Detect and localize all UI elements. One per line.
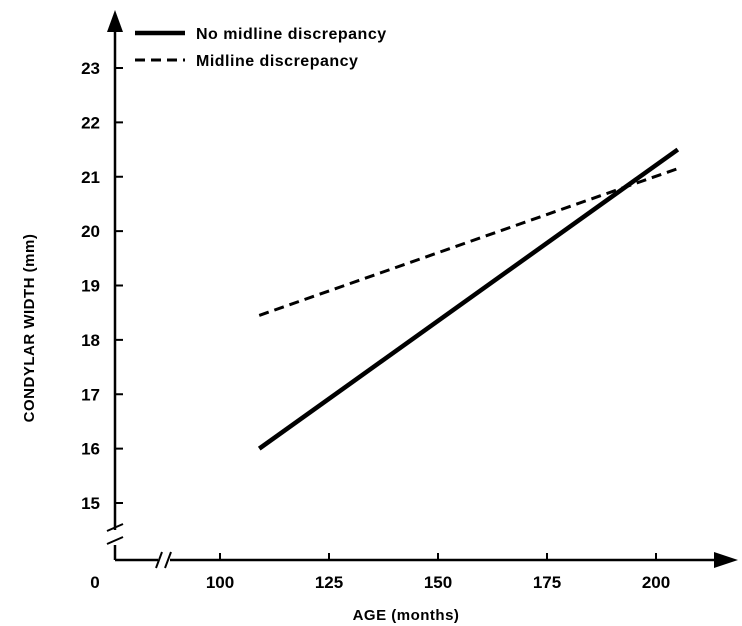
y-tick-label: 15 — [81, 494, 100, 513]
x-tick-label: 100 — [206, 573, 234, 592]
x-axis — [115, 551, 738, 569]
x-tick-label: 175 — [533, 573, 561, 592]
x-tick-label: 150 — [424, 573, 452, 592]
y-axis — [106, 10, 124, 560]
y-tick-label: 22 — [81, 113, 100, 132]
y-tick-label: 17 — [81, 385, 100, 404]
x-tick-label: 0 — [90, 573, 99, 592]
x-axis-title: AGE (months) — [353, 607, 460, 624]
y-axis-break — [106, 523, 124, 545]
x-tick-label: 200 — [642, 573, 670, 592]
y-tick-label: 19 — [81, 277, 100, 296]
y-tick-label: 16 — [81, 440, 100, 459]
legend: No midline discrepancy Midline discrepan… — [135, 26, 387, 70]
y-ticks: 15 16 17 18 19 20 21 22 23 — [81, 59, 123, 513]
series-lines — [257, 147, 680, 451]
series-line-midline-discrepancy — [258, 167, 679, 317]
x-tick-label: 125 — [315, 573, 343, 592]
y-axis-arrow — [107, 10, 123, 32]
y-axis-title: CONDYLAR WIDTH (mm) — [21, 234, 38, 423]
y-tick-label: 23 — [81, 59, 100, 78]
legend-label-no-midline-discrepancy: No midline discrepancy — [196, 26, 387, 43]
y-tick-label: 18 — [81, 331, 100, 350]
x-axis-break — [155, 551, 172, 569]
x-ticks: 0 100 125 150 175 200 — [90, 553, 670, 592]
legend-label-midline-discrepancy: Midline discrepancy — [196, 53, 358, 70]
x-axis-arrow — [714, 552, 738, 568]
y-tick-label: 21 — [81, 168, 100, 187]
y-tick-label: 20 — [81, 222, 100, 241]
series-line-no-midline-discrepancy — [257, 147, 680, 451]
